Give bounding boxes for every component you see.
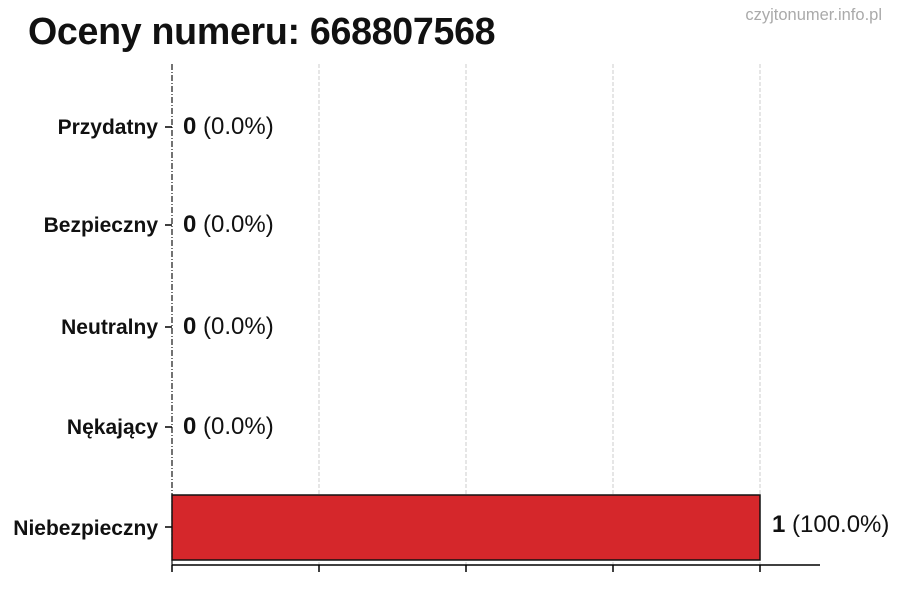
svg-text:Bezpieczny: Bezpieczny [44,214,159,237]
svg-text:(0.0%): (0.0%) [203,313,274,340]
svg-text:1: 1 [772,511,785,538]
svg-text:(0.0%): (0.0%) [203,413,274,440]
svg-text:(100.0%): (100.0%) [792,511,889,538]
svg-text:0: 0 [183,313,196,340]
svg-text:0: 0 [183,211,196,238]
svg-text:Przydatny: Przydatny [58,116,159,139]
svg-text:0: 0 [183,113,196,140]
svg-text:Niebezpieczny: Niebezpieczny [13,517,158,540]
svg-text:Nękający: Nękający [67,416,158,439]
svg-text:0: 0 [183,413,196,440]
svg-text:(0.0%): (0.0%) [203,113,274,140]
svg-text:Neutralny: Neutralny [61,316,158,339]
svg-text:(0.0%): (0.0%) [203,211,274,238]
